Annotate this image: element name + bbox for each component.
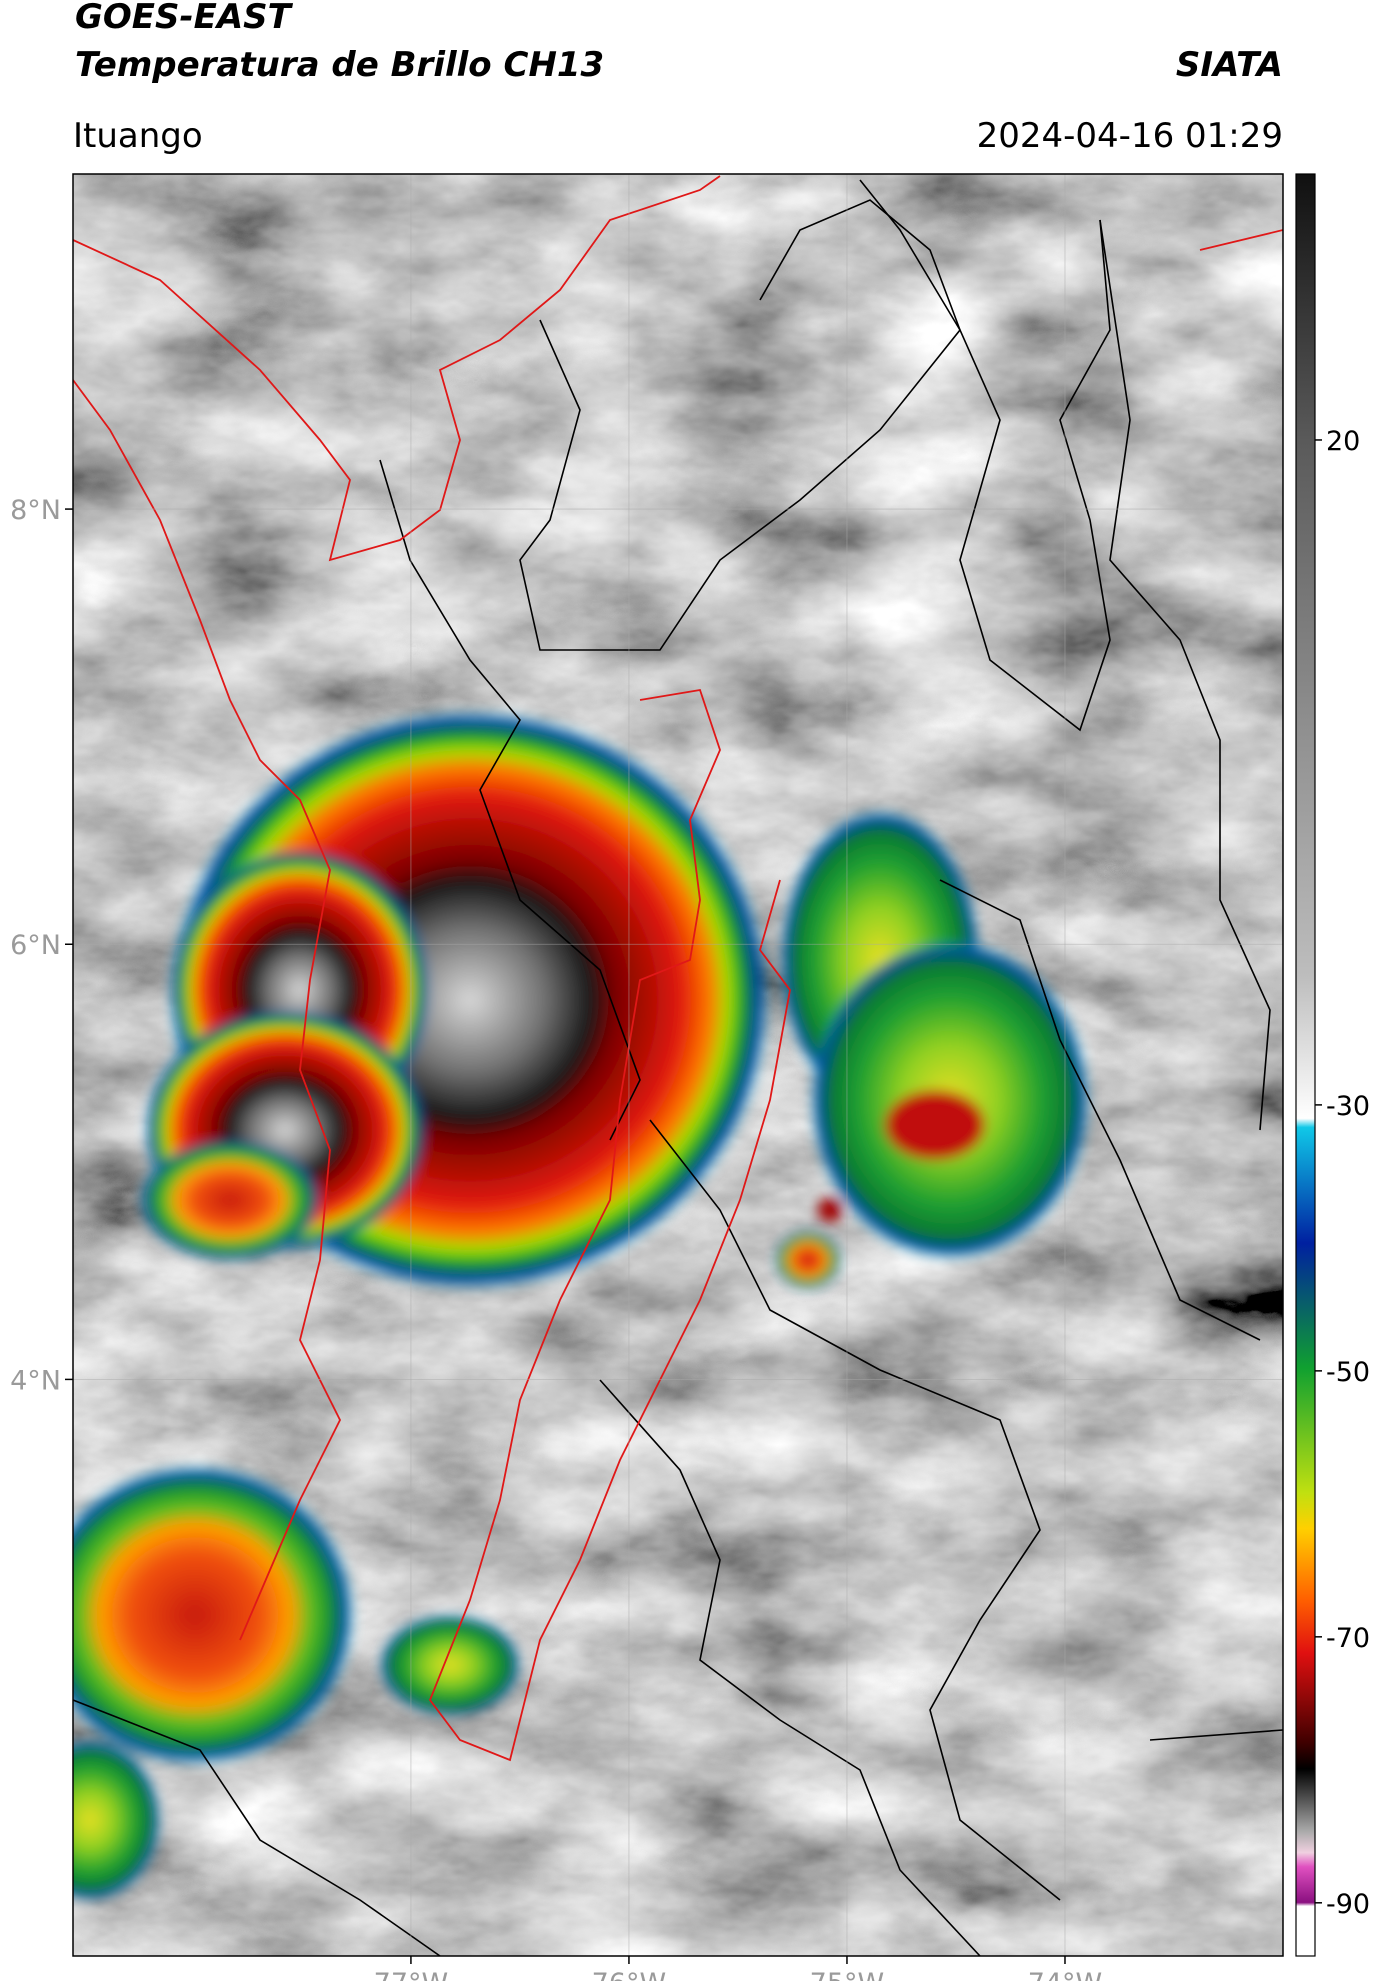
agency: SIATA (1176, 45, 1283, 85)
lat-tick-label: 8°N (10, 495, 61, 526)
lon-tick-label: 77°W (374, 1968, 449, 1981)
lat-tick-label: 6°N (10, 930, 61, 961)
lon-tick-label: 75°W (810, 1968, 885, 1981)
colorbar-tick-label: 20 (1326, 426, 1360, 457)
storm-cells (73, 710, 1090, 1900)
country-borders (73, 175, 1283, 1762)
lat-tick-label: 4°N (10, 1365, 61, 1396)
product-title: Temperatura de Brillo CH13 (75, 45, 604, 85)
timestamp: 2024-04-16 01:29 (977, 116, 1283, 156)
colorbar-tick-label: -90 (1326, 1889, 1370, 1920)
colorbar-ticks: 20 -30 -50 -70 -90 (1315, 426, 1370, 1920)
colorbar-tick-label: -50 (1326, 1357, 1370, 1388)
colorbar-tick-label: -30 (1326, 1091, 1370, 1122)
colorbar (1295, 173, 1316, 1957)
graticule (73, 174, 1283, 1956)
lon-tick-label: 76°W (592, 1968, 667, 1981)
colorbar-tick-label: -70 (1326, 1623, 1370, 1654)
location: Ituango (73, 116, 203, 156)
satellite-title: GOES-EAST (75, 0, 294, 37)
map-frame (72, 173, 1284, 1957)
map (73, 174, 1283, 1956)
lon-tick-label: 74°W (1028, 1968, 1103, 1981)
